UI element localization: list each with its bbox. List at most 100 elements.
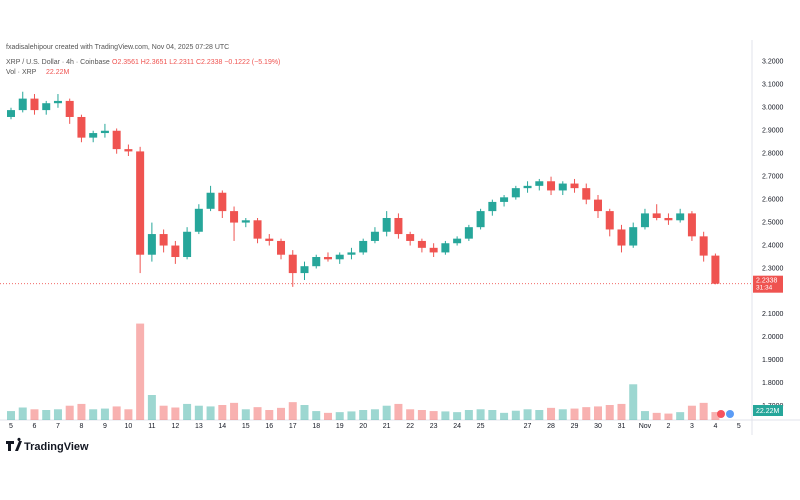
candle-body [687,213,696,237]
volume-bar [406,409,415,420]
volume-bar [370,409,379,420]
volume-bar [159,405,168,420]
y-tick-label: 2.6000 [762,196,784,203]
logo: TradingView [6,437,89,453]
volume-bar [582,407,591,420]
y-tick-label: 2.9000 [762,128,784,135]
candle-body [171,245,180,258]
volume-bar [241,409,250,420]
candle-body [476,211,485,228]
candle-body [77,116,86,138]
volume-title: Vol · XRP [6,69,37,76]
x-tick-label: 5 [9,423,13,430]
volume-bar [570,408,579,420]
candle-body [241,220,250,223]
volume-bar [89,409,98,420]
logo-icon [6,437,22,451]
volume-bar [652,412,661,420]
x-tick-label: 6 [33,423,37,430]
candle-body [429,247,438,253]
candle-body [159,234,168,246]
volume-bar [171,407,180,420]
candle-body [312,257,321,267]
candle-body [382,217,391,232]
candle-body [535,181,544,186]
x-tick-label: 29 [571,423,579,430]
y-tick-label: 3.2000 [762,59,784,66]
candle-body [617,229,626,246]
symbol-title: XRP / U.S. Dollar · 4h · Coinbase [6,59,110,66]
candle-body [629,227,638,246]
volume-bar [558,409,567,420]
volume-bar [429,411,438,420]
candle-body [570,183,579,189]
volume-bar [699,402,708,420]
volume-bar [382,405,391,420]
volume-bar [605,405,614,420]
candle-body [370,231,379,241]
x-tick-label: 10 [125,423,133,430]
volume-bar [100,408,109,420]
volume-bar [523,409,532,420]
volume-legend-value: 22.22M [46,69,70,76]
x-tick-label: 16 [265,423,273,430]
x-tick-label: 14 [218,423,226,430]
volume-bar [629,384,638,420]
candle-body [558,183,567,191]
x-tick-label: 19 [336,423,344,430]
volume-bar [183,403,192,420]
candle-body [265,238,274,241]
volume-bar [112,406,121,420]
y-tick-label: 2.1000 [762,311,784,318]
candle-body [699,236,708,256]
last-price-box [753,275,783,293]
candle-body [194,208,203,232]
x-tick-label: 15 [242,423,250,430]
volume-bar [511,410,520,420]
candle-body [711,255,720,284]
volume-bar [312,411,321,420]
candle-body [147,234,156,255]
candle-body [347,252,356,255]
candle-body [124,149,133,152]
attribution: fxadisalehipour created with TradingView… [6,44,229,51]
y-tick-label: 2.7000 [762,174,784,181]
candle-body [488,201,497,212]
y-tick-label: 3.1000 [762,82,784,89]
candle-body [394,217,403,235]
x-tick-label: 31 [618,423,626,430]
countdown: 31:34 [756,284,773,291]
event-icon[interactable] [717,410,725,418]
volume-bar [147,395,156,420]
candle-body [523,185,532,189]
candle-body [218,192,227,212]
candle-body [511,188,520,198]
volume-bar [206,406,215,420]
candle-body [7,110,15,117]
last-price-label: 2.2338 [756,278,778,285]
y-tick-label: 2.0000 [762,334,784,341]
x-tick-label: 24 [453,423,461,430]
candle-body [277,240,286,255]
x-tick-label: 2 [666,423,670,430]
volume-bar [664,413,673,420]
event-icon[interactable] [726,410,734,418]
x-tick-label: 21 [383,423,391,430]
candle-body [112,130,121,150]
volume-bar [277,407,286,420]
x-tick-label: 12 [171,423,179,430]
y-tick-label: 1.9000 [762,357,784,364]
volume-bar [265,410,274,420]
y-tick-label: 2.3000 [762,265,784,272]
candle-body [594,199,602,212]
y-tick-label: 2.8000 [762,151,784,158]
y-tick-label: 1.8000 [762,380,784,387]
x-tick-label: 17 [289,423,297,430]
candle-body [417,240,426,248]
candle-body [676,213,685,221]
volume-bar [640,411,649,420]
volume-bar [347,411,356,420]
volume-bar [288,402,297,420]
candle-body [453,238,462,244]
